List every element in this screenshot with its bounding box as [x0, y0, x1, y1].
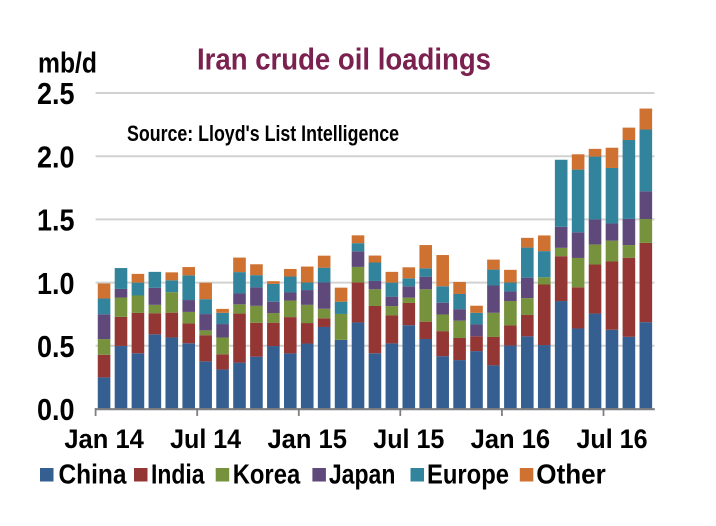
svg-text:Other: Other	[536, 459, 606, 490]
svg-text:1.5: 1.5	[37, 203, 75, 238]
svg-text:Korea: Korea	[233, 459, 301, 490]
svg-text:India: India	[151, 459, 205, 490]
svg-text:Jul 15: Jul 15	[373, 424, 444, 454]
svg-text:Iran crude oil loadings: Iran crude oil loadings	[197, 41, 491, 76]
svg-text:Japan: Japan	[329, 459, 396, 490]
svg-text:China: China	[59, 459, 127, 490]
svg-text:Europe: Europe	[427, 459, 509, 490]
svg-text:Jan 16: Jan 16	[471, 424, 551, 454]
svg-text:0.0: 0.0	[37, 392, 75, 427]
svg-text:Jul 14: Jul 14	[170, 424, 241, 454]
svg-text:mb/d: mb/d	[38, 48, 97, 80]
svg-text:1.0: 1.0	[37, 266, 75, 301]
svg-text:Jul 16: Jul 16	[577, 424, 648, 454]
svg-text:2.0: 2.0	[37, 139, 75, 174]
svg-text:Jan 14: Jan 14	[64, 424, 144, 454]
svg-text:2.5: 2.5	[37, 76, 75, 111]
svg-text:0.5: 0.5	[37, 329, 75, 364]
svg-text:Jan 15: Jan 15	[267, 424, 347, 454]
svg-text:Source: Lloyd's List Intellige: Source: Lloyd's List Intelligence	[127, 121, 399, 146]
